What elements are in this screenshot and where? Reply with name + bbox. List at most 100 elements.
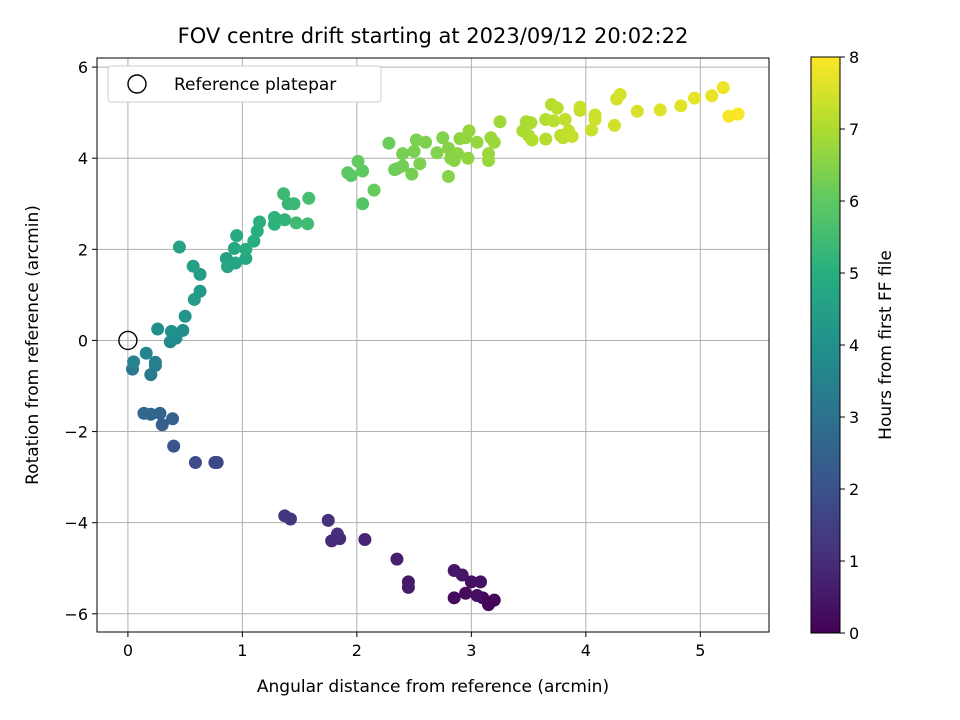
data-point bbox=[390, 552, 404, 566]
data-point bbox=[321, 513, 335, 527]
data-point bbox=[653, 103, 667, 117]
data-point bbox=[585, 123, 599, 137]
data-point bbox=[351, 154, 365, 168]
y-axis-label: Rotation from reference (arcmin) bbox=[23, 205, 43, 485]
legend-box bbox=[107, 65, 382, 103]
data-point bbox=[407, 144, 421, 158]
data-point bbox=[277, 187, 291, 201]
data-point bbox=[227, 241, 241, 255]
data-point bbox=[139, 346, 153, 360]
colorbar-tick-label: 0 bbox=[849, 624, 859, 643]
data-point bbox=[430, 146, 444, 160]
data-point bbox=[459, 586, 473, 600]
data-point bbox=[674, 99, 688, 113]
data-point bbox=[278, 509, 292, 523]
data-point bbox=[166, 412, 180, 426]
data-point bbox=[356, 197, 370, 211]
data-point bbox=[367, 183, 381, 197]
data-point bbox=[127, 355, 141, 369]
data-point bbox=[447, 591, 461, 605]
plot-frame bbox=[96, 57, 770, 633]
y-tick-label: 2 bbox=[78, 240, 88, 259]
data-point bbox=[302, 191, 316, 205]
data-point bbox=[482, 147, 496, 161]
data-point bbox=[419, 135, 433, 149]
x-tick-label: 4 bbox=[581, 641, 591, 660]
y-axis: −6 −4 −2 0 2 4 6 bbox=[64, 58, 97, 624]
data-point bbox=[441, 169, 455, 183]
colorbar-tick-label: 7 bbox=[849, 120, 859, 139]
x-axis: 0 1 2 3 4 5 bbox=[123, 632, 705, 660]
y-tick-label: 4 bbox=[78, 149, 88, 168]
data-point bbox=[525, 133, 539, 147]
data-point bbox=[341, 166, 355, 180]
data-point bbox=[330, 527, 344, 541]
data-point bbox=[462, 124, 476, 138]
legend: Reference platepar bbox=[107, 65, 382, 103]
data-point bbox=[239, 251, 253, 265]
data-point bbox=[247, 234, 261, 248]
x-tick-label: 1 bbox=[237, 641, 247, 660]
data-point bbox=[164, 324, 178, 338]
colorbar-tick-label: 6 bbox=[849, 192, 859, 211]
colorbar-axis: 0 1 2 3 4 5 6 7 8 bbox=[840, 48, 859, 643]
data-point bbox=[186, 259, 200, 273]
data-point bbox=[278, 213, 292, 227]
data-point bbox=[436, 131, 450, 145]
x-tick-label: 0 bbox=[123, 641, 133, 660]
data-point bbox=[358, 533, 372, 547]
data-point bbox=[167, 439, 181, 453]
data-point bbox=[239, 242, 253, 256]
data-point bbox=[493, 115, 507, 129]
data-point bbox=[176, 323, 190, 337]
data-point bbox=[688, 91, 702, 105]
data-point bbox=[705, 89, 719, 103]
colorbar-label: Hours from first FF file bbox=[876, 250, 896, 440]
data-point bbox=[229, 256, 243, 270]
data-point bbox=[447, 564, 461, 577]
data-point bbox=[208, 456, 222, 470]
x-axis-label: Angular distance from reference (arcmin) bbox=[257, 677, 609, 697]
data-point bbox=[151, 322, 165, 336]
data-point bbox=[155, 418, 169, 432]
data-point bbox=[613, 87, 627, 101]
data-point bbox=[716, 81, 730, 95]
data-point bbox=[731, 107, 745, 121]
data-point bbox=[137, 406, 151, 420]
data-point bbox=[289, 216, 303, 230]
colorbar-tick-label: 4 bbox=[849, 336, 859, 355]
data-point bbox=[287, 197, 301, 211]
x-tick-label: 2 bbox=[352, 641, 362, 660]
colorbar-tick-label: 3 bbox=[849, 408, 859, 427]
x-tick-label: 5 bbox=[695, 641, 705, 660]
y-tick-label: −6 bbox=[64, 605, 88, 624]
data-point bbox=[630, 104, 644, 118]
legend-label: Reference platepar bbox=[174, 75, 336, 95]
colorbar bbox=[810, 56, 841, 634]
y-tick-label: 0 bbox=[78, 331, 88, 350]
colorbar-tick-label: 2 bbox=[849, 480, 859, 499]
data-point bbox=[487, 593, 501, 607]
data-point bbox=[413, 157, 427, 171]
data-point bbox=[187, 292, 201, 306]
data-point bbox=[524, 116, 538, 130]
data-point bbox=[451, 147, 465, 161]
data-point bbox=[464, 575, 478, 589]
data-point bbox=[396, 147, 410, 161]
data-point bbox=[461, 151, 475, 165]
scatter-points bbox=[125, 81, 745, 612]
y-tick-label: 6 bbox=[78, 58, 88, 77]
data-point bbox=[188, 456, 202, 470]
data-point bbox=[474, 575, 488, 589]
data-point bbox=[550, 101, 564, 115]
legend-marker-icon bbox=[127, 74, 147, 94]
y-tick-label: −2 bbox=[64, 423, 88, 442]
data-point bbox=[148, 355, 162, 369]
data-point bbox=[547, 114, 561, 128]
data-point bbox=[382, 136, 396, 150]
data-point bbox=[573, 100, 587, 114]
data-point bbox=[607, 118, 621, 132]
x-tick-label: 3 bbox=[466, 641, 476, 660]
colorbar-tick-label: 8 bbox=[849, 48, 859, 67]
